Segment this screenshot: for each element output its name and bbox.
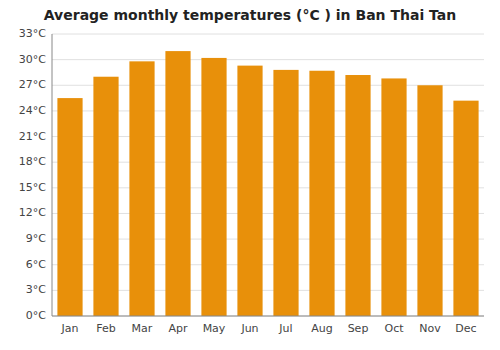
x-tick-label: Jul xyxy=(278,322,292,335)
x-tick-label: Feb xyxy=(96,322,115,335)
x-tick-label: Jun xyxy=(240,322,258,335)
bar xyxy=(345,75,370,316)
grid-line xyxy=(52,59,484,60)
title: Average monthly temperatures (°C ) in Ba… xyxy=(44,7,456,23)
y-tick-label: 9°C xyxy=(26,232,46,245)
y-tick-label: 24°C xyxy=(19,104,46,117)
x-tick-label: Mar xyxy=(132,322,153,335)
y-tick-label: 33°C xyxy=(19,27,46,40)
y-tick-label: 15°C xyxy=(19,181,46,194)
bar xyxy=(453,101,478,316)
y-grid xyxy=(52,34,484,316)
x-tick-label: Oct xyxy=(384,322,404,335)
y-tick-label: 3°C xyxy=(26,283,46,296)
bar xyxy=(417,85,442,316)
chart-svg: 0°C 3°C 6°C 9°C 12°C 15°C 18°C 21°C 24°C 27°C 30°C… xyxy=(0,0,500,350)
x-tick-label: Apr xyxy=(168,322,188,335)
bar xyxy=(273,70,298,316)
x-tick-label: Sep xyxy=(348,322,369,335)
y-axis-line xyxy=(52,34,53,316)
x-tick-label: Jan xyxy=(61,322,79,335)
x-tick-label: Aug xyxy=(311,322,332,335)
x-tick-label: Nov xyxy=(419,322,441,335)
x-ticks: Jan Feb Mar Apr May Jun Jul Aug Sep Oct Nov Dec xyxy=(61,322,477,335)
bar xyxy=(309,71,334,316)
bars xyxy=(57,51,478,316)
x-tick-label: May xyxy=(203,322,226,335)
grid-line xyxy=(52,34,484,35)
y-tick-label: 27°C xyxy=(19,78,46,91)
bar xyxy=(57,98,82,316)
chart-container: 0°C 3°C 6°C 9°C 12°C 15°C 18°C 21°C 24°C 27°C 30°C… xyxy=(0,0,500,350)
x-axis-line xyxy=(52,316,484,317)
y-tick-label: 0°C xyxy=(26,309,46,322)
bar xyxy=(129,61,154,316)
y-tick-label: 30°C xyxy=(19,53,46,66)
grid-line xyxy=(52,316,484,317)
y-tick-label: 21°C xyxy=(19,130,46,143)
bar xyxy=(165,51,190,316)
y-tick-label: 6°C xyxy=(26,258,46,271)
bar xyxy=(381,78,406,316)
bar xyxy=(93,77,118,316)
y-tick-label: 12°C xyxy=(19,206,46,219)
bar xyxy=(201,58,226,316)
y-tick-label: 18°C xyxy=(19,155,46,168)
y-ticks: 0°C 3°C 6°C 9°C 12°C 15°C 18°C 21°C 24°C 27°C 30°C… xyxy=(19,27,46,322)
x-tick-label: Dec xyxy=(455,322,476,335)
bar xyxy=(237,66,262,316)
